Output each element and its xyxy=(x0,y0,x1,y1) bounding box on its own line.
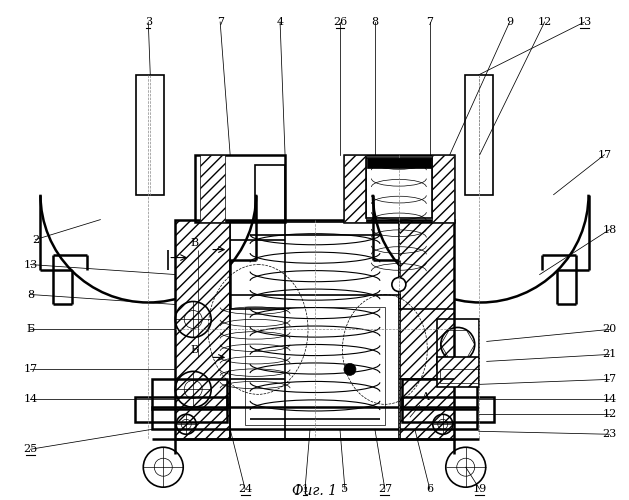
Bar xyxy=(230,294,400,440)
Text: 17: 17 xyxy=(603,374,616,384)
Circle shape xyxy=(344,364,356,376)
Text: 13: 13 xyxy=(577,17,592,27)
Text: 14: 14 xyxy=(603,394,616,404)
Text: 2: 2 xyxy=(32,234,39,244)
Text: 8: 8 xyxy=(27,290,34,300)
Circle shape xyxy=(392,278,406,291)
Text: 13: 13 xyxy=(23,260,38,270)
Text: 7: 7 xyxy=(216,17,224,27)
Text: 24: 24 xyxy=(238,484,252,494)
Text: 6: 6 xyxy=(426,484,433,494)
Bar xyxy=(431,154,454,222)
Text: 19: 19 xyxy=(472,484,487,494)
Bar xyxy=(399,220,454,440)
Text: Фиг. 1: Фиг. 1 xyxy=(292,484,338,498)
Text: 21: 21 xyxy=(603,350,616,360)
Bar xyxy=(135,398,227,422)
Bar xyxy=(152,408,477,430)
Text: 1: 1 xyxy=(301,484,309,494)
Bar xyxy=(152,380,227,410)
Bar xyxy=(437,320,479,370)
Bar xyxy=(245,308,385,426)
Bar xyxy=(402,380,477,410)
Bar xyxy=(402,398,494,422)
Bar xyxy=(366,158,431,218)
Text: 12: 12 xyxy=(603,410,616,420)
Bar xyxy=(255,164,285,222)
Text: 4: 4 xyxy=(277,17,284,27)
Bar xyxy=(437,358,479,388)
Text: 23: 23 xyxy=(603,430,616,440)
Bar xyxy=(344,154,366,222)
Bar xyxy=(440,370,477,384)
Bar xyxy=(367,158,431,168)
Text: 12: 12 xyxy=(538,17,552,27)
Text: В: В xyxy=(190,238,198,248)
Text: 17: 17 xyxy=(23,364,38,374)
Bar xyxy=(200,154,225,222)
Bar xyxy=(344,154,454,222)
Text: 7: 7 xyxy=(426,17,433,27)
Text: 14: 14 xyxy=(23,394,38,404)
Text: 3: 3 xyxy=(145,17,152,27)
Text: 9: 9 xyxy=(506,17,513,27)
Text: В: В xyxy=(190,346,198,356)
Bar xyxy=(136,75,164,194)
Text: 20: 20 xyxy=(603,324,616,334)
Text: Б: Б xyxy=(26,324,35,334)
Bar xyxy=(175,220,230,440)
Text: 18: 18 xyxy=(603,224,616,234)
Bar xyxy=(465,75,493,194)
Text: 17: 17 xyxy=(598,150,611,160)
Text: 25: 25 xyxy=(23,444,38,454)
Text: A: A xyxy=(421,392,429,402)
Text: 27: 27 xyxy=(378,484,392,494)
Text: 8: 8 xyxy=(371,17,379,27)
Bar xyxy=(175,220,454,440)
Text: 5: 5 xyxy=(342,484,348,494)
Text: 26: 26 xyxy=(333,17,347,27)
Bar xyxy=(195,154,285,222)
